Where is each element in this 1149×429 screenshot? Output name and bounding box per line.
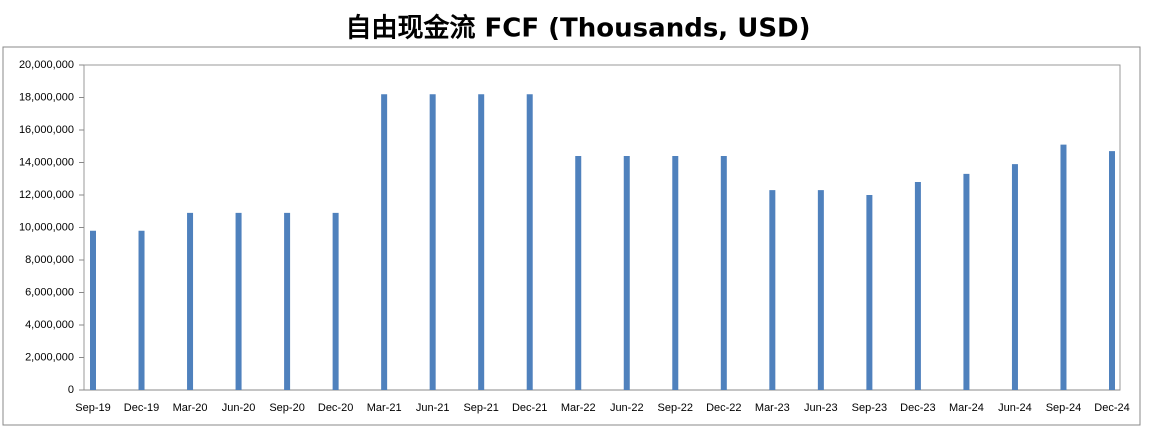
x-tick-label: Sep-23 [852, 402, 887, 414]
x-tick-label: Mar-22 [561, 402, 596, 414]
x-tick-label: Dec-23 [900, 402, 935, 414]
bar [138, 230, 145, 390]
y-tick-label: 12,000,000 [19, 189, 74, 201]
x-tick-label: Jun-21 [416, 402, 450, 414]
x-tick-label: Dec-20 [318, 402, 353, 414]
x-tick-label: Jun-23 [804, 402, 838, 414]
x-tick-label: Sep-20 [269, 402, 304, 414]
y-tick-label: 16,000,000 [19, 124, 74, 136]
bar [90, 230, 96, 390]
y-tick-label: 0 [68, 384, 74, 396]
bar [235, 212, 242, 390]
y-tick-label: 20,000,000 [19, 59, 74, 71]
bar [332, 212, 339, 390]
bar [381, 94, 388, 390]
y-tick-label: 4,000,000 [25, 319, 74, 331]
x-tick-label: Jun-22 [610, 402, 644, 414]
y-tick-label: 6,000,000 [25, 286, 74, 298]
x-tick-label: Sep-21 [463, 402, 498, 414]
chart-border [2, 46, 1141, 426]
bar [284, 212, 291, 390]
x-tick-label: Jun-24 [998, 402, 1032, 414]
x-tick-label: Mar-21 [367, 402, 402, 414]
x-tick-label: Sep-24 [1046, 402, 1081, 414]
bar [769, 190, 776, 390]
bar [1109, 151, 1115, 390]
y-tick-label: 18,000,000 [19, 91, 74, 103]
bar [575, 156, 582, 390]
chart-title: 自由现金流 FCF (Thousands, USD) [345, 13, 810, 44]
bar [963, 173, 970, 390]
bar [187, 212, 194, 390]
x-tick-label: Mar-24 [949, 402, 984, 414]
x-tick-label: Sep-22 [658, 402, 693, 414]
x-tick-label: Dec-22 [706, 402, 741, 414]
y-tick-label: 8,000,000 [25, 254, 74, 266]
x-tick-label: Mar-20 [173, 402, 208, 414]
bar [672, 156, 679, 390]
x-tick-label: Mar-23 [755, 402, 790, 414]
bar [720, 156, 727, 390]
bar [526, 94, 533, 390]
bar [914, 182, 921, 390]
x-tick-label: Dec-24 [1094, 402, 1129, 414]
bar [1011, 164, 1018, 390]
bar [429, 94, 436, 390]
x-tick-label: Sep-19 [75, 402, 110, 414]
x-tick-label: Dec-19 [124, 402, 159, 414]
bar [1060, 144, 1067, 390]
bar [866, 195, 873, 390]
y-tick-label: 2,000,000 [25, 351, 74, 363]
bar [623, 156, 630, 390]
bar [478, 94, 485, 390]
bar [817, 190, 824, 390]
x-tick-label: Jun-20 [222, 402, 256, 414]
y-tick-label: 10,000,000 [19, 221, 74, 233]
y-tick-label: 14,000,000 [19, 156, 74, 168]
x-tick-label: Dec-21 [512, 402, 547, 414]
